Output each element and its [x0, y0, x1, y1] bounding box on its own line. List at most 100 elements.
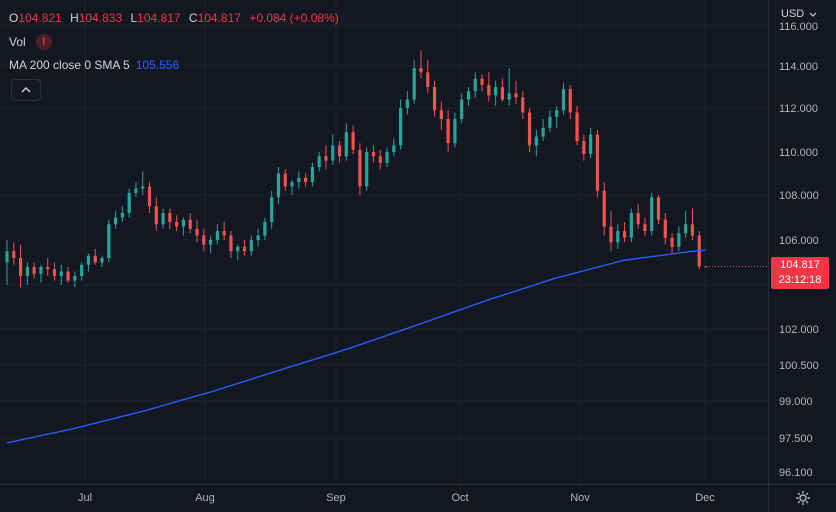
candle-body	[670, 237, 674, 247]
candle-body	[12, 251, 16, 258]
x-tick-label: Sep	[326, 492, 346, 504]
candle-body	[494, 87, 498, 96]
candle	[324, 145, 328, 170]
candle	[141, 171, 145, 195]
candle	[222, 222, 226, 240]
candle	[107, 219, 111, 263]
candle-body	[52, 269, 57, 276]
candle-body	[704, 266, 708, 268]
candle-body	[283, 173, 287, 187]
candle-body	[5, 251, 9, 263]
high-value: 104.833	[78, 11, 123, 25]
candle-body	[304, 177, 308, 183]
candle-body	[439, 110, 443, 119]
candle-body	[466, 91, 471, 100]
candle	[270, 190, 274, 229]
candle	[188, 213, 192, 234]
volume-legend[interactable]: Vol !	[9, 34, 52, 50]
candle-body	[656, 197, 661, 220]
candle-body	[134, 188, 138, 193]
candle-body	[18, 258, 23, 276]
candle-body	[337, 145, 342, 157]
candle	[507, 68, 511, 106]
candle-body	[684, 224, 688, 234]
change-value: +0.084 (+0.08%)	[249, 11, 339, 25]
candle	[120, 206, 124, 222]
candle-body	[175, 222, 179, 227]
close-value: 104.817	[197, 11, 241, 25]
candle	[412, 60, 416, 104]
candle	[161, 208, 165, 229]
candle	[466, 87, 471, 106]
candle-body	[351, 132, 355, 150]
candle-body	[242, 246, 247, 252]
currency-selector[interactable]: USD	[781, 8, 817, 20]
candle-body	[568, 89, 572, 113]
candle-body	[690, 224, 695, 236]
candle	[371, 145, 376, 163]
candle	[385, 147, 389, 168]
candle	[663, 213, 667, 245]
candle-body	[650, 197, 654, 231]
warning-icon[interactable]: !	[35, 34, 52, 50]
candle-body	[154, 206, 158, 225]
candle	[66, 267, 70, 283]
candle-body	[202, 235, 206, 245]
candle	[290, 179, 294, 195]
candle	[297, 171, 301, 189]
collapse-legend-button[interactable]	[11, 79, 41, 101]
candle	[32, 262, 36, 279]
candle	[93, 249, 97, 265]
candle	[46, 258, 50, 276]
candle	[215, 224, 219, 245]
candle	[446, 110, 450, 152]
candle-body	[147, 186, 152, 207]
candle	[487, 72, 491, 102]
candle	[419, 50, 423, 79]
candle	[453, 112, 457, 148]
candle-body	[595, 134, 600, 191]
candle	[195, 219, 199, 243]
candle	[344, 123, 348, 161]
candle	[202, 228, 206, 252]
candle	[100, 255, 104, 267]
candle	[650, 192, 654, 236]
gear-icon[interactable]	[795, 490, 811, 506]
candle-body	[432, 87, 437, 111]
candle	[134, 182, 138, 198]
candle-body	[677, 233, 681, 247]
candle	[534, 130, 538, 157]
candle-body	[663, 219, 667, 238]
candle-body	[622, 231, 627, 238]
candle-body	[643, 224, 647, 231]
candle-body	[636, 213, 640, 225]
candle-body	[507, 93, 511, 100]
candle	[358, 143, 362, 195]
candle-body	[460, 99, 464, 119]
candle	[473, 72, 477, 98]
candle	[514, 80, 518, 104]
candle-body	[290, 182, 294, 187]
candle-body	[215, 231, 219, 240]
open-value: 104.821	[18, 11, 62, 25]
candle-body	[113, 217, 118, 225]
candle	[317, 152, 321, 172]
candle	[276, 167, 281, 204]
y-tick-label: 108.000	[779, 190, 819, 202]
candle	[181, 217, 186, 236]
candle	[589, 127, 593, 159]
candle-body	[249, 240, 253, 252]
ma-legend[interactable]: MA 200 close 0 SMA 5 105.556	[9, 58, 179, 72]
candle	[561, 82, 566, 115]
candle	[575, 105, 579, 146]
candle	[636, 204, 640, 229]
candle-body	[453, 119, 457, 144]
candle	[460, 93, 464, 124]
candle-body	[263, 222, 267, 236]
candle-body	[548, 116, 552, 128]
candle	[283, 169, 287, 191]
candle-body	[371, 152, 376, 157]
candle-body	[616, 231, 620, 243]
candle	[127, 188, 131, 218]
